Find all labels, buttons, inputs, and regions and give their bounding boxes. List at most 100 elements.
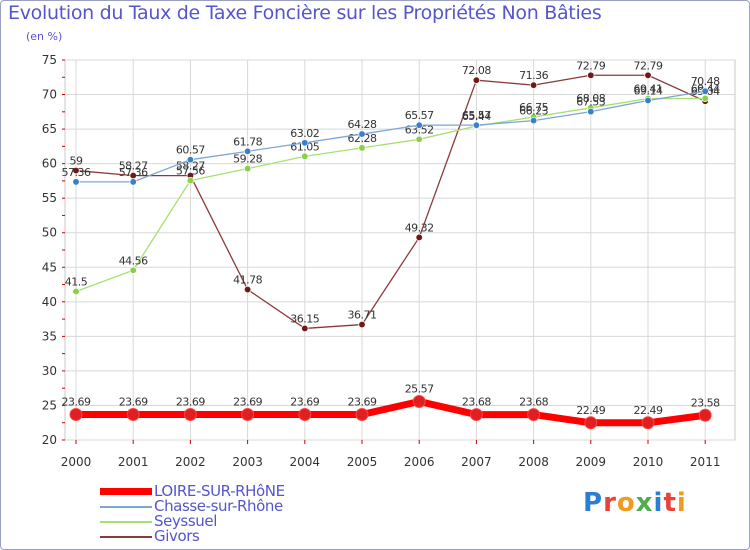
y-tick-label: 65	[42, 122, 57, 136]
data-point	[358, 130, 366, 138]
data-point	[69, 408, 83, 422]
data-label: 23.68	[519, 396, 548, 409]
y-tick-label: 60	[42, 157, 57, 171]
data-point	[469, 408, 483, 422]
data-point	[301, 152, 309, 161]
series-2: 41.544.5657.5659.2861.0562.2863.5265.446…	[65, 82, 721, 296]
series-line	[75, 97, 706, 293]
data-point	[129, 178, 137, 186]
x-tick-label: 2011	[690, 455, 721, 469]
data-label: 68.08	[576, 92, 605, 105]
data-label: 65.44	[462, 110, 491, 123]
data-label: 72.79	[634, 59, 663, 72]
y-tick-label: 50	[42, 226, 57, 240]
proxiti-logo: Proxiti	[583, 488, 687, 518]
data-point	[72, 178, 80, 186]
series-line	[75, 90, 706, 183]
data-label: 57.56	[176, 164, 205, 177]
x-tick-label: 2007	[461, 455, 492, 469]
legend-label-chasse: Chasse-sur-Rhône	[154, 497, 283, 515]
data-label: 23.69	[62, 396, 91, 409]
data-point	[472, 76, 481, 84]
data-point	[243, 285, 252, 294]
data-label: 41.78	[233, 274, 262, 287]
data-label: 65.57	[405, 109, 434, 122]
data-point	[529, 81, 538, 89]
data-label: 22.49	[576, 404, 605, 417]
data-point	[584, 416, 598, 430]
legend-swatch-seyssuel	[100, 521, 152, 523]
y-tick-label: 55	[42, 191, 57, 205]
x-tick-label: 2008	[518, 455, 549, 469]
data-label: 66.75	[519, 101, 548, 114]
legend-label-seyssuel: Seyssuel	[154, 512, 217, 530]
data-label: 69.41	[634, 83, 663, 96]
data-label: 67.53	[576, 96, 605, 109]
data-label: 71.36	[519, 69, 548, 82]
x-tick-label: 2006	[404, 455, 435, 469]
y-tick-label: 45	[42, 260, 57, 274]
data-point	[527, 408, 541, 422]
data-point	[415, 135, 423, 143]
data-label: 23.69	[119, 396, 148, 409]
data-label: 57.36	[119, 166, 148, 179]
data-point	[587, 107, 595, 116]
data-point	[701, 87, 709, 95]
x-tick-label: 2005	[347, 455, 378, 469]
data-point	[358, 320, 366, 329]
data-label: 23.69	[290, 396, 319, 409]
data-point	[298, 408, 312, 422]
series-1: 57.36 57.36 60.57 61.78 63.02 64.28 65.57 65.57…	[62, 75, 721, 186]
legend-swatch-chasse	[100, 506, 152, 508]
legend-swatch-givors	[100, 536, 152, 538]
data-label: 69.14	[634, 84, 663, 97]
data-label: 59	[70, 155, 83, 168]
data-label: 64.28	[348, 118, 377, 131]
data-label: 72.79	[576, 59, 605, 72]
data-label: 22.49	[634, 404, 663, 417]
data-point	[183, 408, 197, 422]
x-tick-label: 2000	[61, 455, 92, 469]
data-label: 70.48	[691, 75, 720, 88]
data-label: 59.28	[233, 153, 262, 166]
data-point	[412, 395, 426, 409]
data-point	[587, 71, 595, 79]
data-point	[529, 116, 538, 125]
data-point	[355, 408, 369, 422]
data-point	[72, 166, 80, 175]
data-point	[129, 266, 137, 274]
data-point	[701, 94, 709, 103]
data-point	[186, 176, 195, 185]
legend-label-loire: LOIRE-SUR-RHôNE	[154, 482, 285, 500]
data-label: 63.02	[290, 127, 319, 140]
chart-subtitle: (en %)	[26, 30, 63, 43]
series-line	[72, 398, 709, 427]
data-label: 58.27	[119, 160, 148, 173]
chart-title: Evolution du Taux de Taxe Foncière sur l…	[8, 2, 602, 24]
data-label: 49.32	[405, 221, 434, 234]
y-tick-label: 40	[42, 295, 57, 309]
data-point	[644, 96, 652, 105]
data-point	[243, 147, 252, 155]
data-label: 65.57	[462, 109, 491, 122]
y-tick-label: 20	[42, 433, 57, 447]
y-tick-label: 30	[42, 364, 57, 378]
data-label: 36.71	[348, 309, 377, 322]
x-tick-label: 2002	[175, 455, 206, 469]
data-point	[415, 121, 423, 129]
data-point	[644, 71, 652, 79]
data-label: 23.68	[462, 396, 491, 409]
data-label: 66.23	[519, 105, 548, 118]
data-label: 36.15	[290, 312, 319, 325]
data-label: 23.69	[348, 396, 377, 409]
y-tick-label: 25	[42, 398, 57, 412]
x-tick-label: 2009	[576, 455, 607, 469]
data-label: 23.69	[176, 396, 205, 409]
data-label: 60.57	[176, 144, 205, 157]
data-label: 44.56	[119, 254, 148, 267]
data-point	[472, 121, 481, 129]
data-point	[301, 324, 309, 333]
data-point	[698, 408, 712, 422]
data-label: 23.69	[233, 396, 262, 409]
